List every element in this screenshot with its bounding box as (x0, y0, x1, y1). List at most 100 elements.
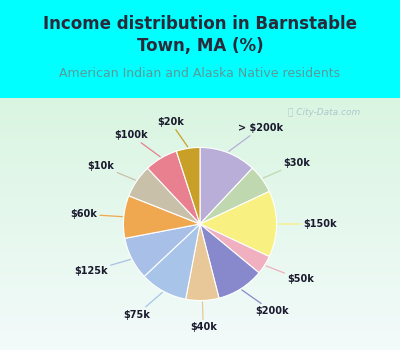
Bar (0, 285, 400, 287)
Bar (0, 226, 400, 229)
Bar (0, 297, 400, 300)
Bar (0, 315, 400, 317)
Bar (0, 292, 400, 295)
Wedge shape (124, 196, 200, 238)
Bar (0, 337, 400, 340)
Wedge shape (200, 147, 252, 224)
Bar (0, 302, 400, 304)
Bar (0, 262, 400, 264)
Bar (0, 133, 400, 136)
Bar (0, 186, 400, 189)
Bar (0, 304, 400, 307)
Bar (0, 247, 400, 249)
Text: ⓘ City-Data.com: ⓘ City-Data.com (288, 108, 360, 117)
Bar (0, 252, 400, 254)
Wedge shape (200, 191, 276, 257)
Bar (0, 138, 400, 141)
Bar (0, 128, 400, 131)
Bar (0, 211, 400, 214)
Bar (0, 327, 400, 330)
Bar (0, 141, 400, 144)
Bar (0, 259, 400, 262)
Bar (0, 108, 400, 111)
Bar (0, 106, 400, 108)
Bar (0, 267, 400, 270)
Bar (0, 289, 400, 292)
Bar (0, 224, 400, 226)
Bar (0, 234, 400, 237)
Bar (0, 345, 400, 348)
Bar (0, 156, 400, 159)
Bar (0, 199, 400, 201)
Text: $40k: $40k (190, 302, 217, 332)
Bar (0, 219, 400, 222)
Bar (0, 254, 400, 257)
Bar (0, 184, 400, 186)
Bar (0, 332, 400, 335)
Bar (0, 204, 400, 206)
Bar (0, 348, 400, 350)
Text: $150k: $150k (278, 219, 337, 229)
Bar (0, 159, 400, 161)
Wedge shape (200, 224, 259, 298)
Bar (0, 191, 400, 194)
Bar (0, 131, 400, 133)
Bar (0, 317, 400, 320)
Bar (0, 287, 400, 289)
Bar (0, 171, 400, 174)
Bar (0, 111, 400, 113)
Bar (0, 181, 400, 184)
Bar (0, 174, 400, 176)
Bar (0, 201, 400, 204)
Text: $20k: $20k (157, 117, 188, 147)
Bar (0, 272, 400, 274)
Bar (0, 222, 400, 224)
Text: Income distribution in Barnstable
Town, MA (%): Income distribution in Barnstable Town, … (43, 15, 357, 55)
Bar (0, 229, 400, 232)
Bar (0, 307, 400, 310)
Bar (0, 257, 400, 259)
Bar (0, 136, 400, 138)
Bar (0, 322, 400, 325)
Text: $30k: $30k (263, 158, 310, 178)
Wedge shape (144, 224, 200, 299)
Bar (0, 100, 400, 103)
Text: $75k: $75k (123, 293, 162, 320)
Wedge shape (186, 224, 219, 301)
Text: $60k: $60k (70, 209, 122, 219)
Bar (0, 103, 400, 106)
Text: $10k: $10k (88, 161, 136, 180)
Text: $50k: $50k (266, 266, 314, 285)
Bar (0, 320, 400, 322)
Bar (0, 274, 400, 277)
Bar (0, 98, 400, 100)
Bar (0, 169, 400, 171)
Bar (0, 153, 400, 156)
Wedge shape (200, 224, 269, 273)
Text: > $200k: > $200k (229, 123, 283, 152)
Wedge shape (200, 168, 269, 224)
Text: $100k: $100k (114, 130, 160, 157)
Bar (0, 116, 400, 118)
Bar (0, 196, 400, 199)
Bar (0, 249, 400, 252)
Bar (0, 325, 400, 327)
Bar (0, 121, 400, 123)
Bar (0, 118, 400, 121)
Bar (0, 282, 400, 285)
Bar (0, 194, 400, 196)
Text: $125k: $125k (74, 259, 130, 276)
Bar (0, 176, 400, 178)
Bar (0, 232, 400, 234)
Bar (0, 163, 400, 166)
Bar (0, 216, 400, 219)
Bar (0, 214, 400, 216)
Bar (0, 189, 400, 191)
Bar (0, 209, 400, 211)
Bar (0, 166, 400, 169)
Text: $200k: $200k (242, 290, 289, 316)
Bar (0, 241, 400, 244)
Bar (0, 295, 400, 297)
Bar (0, 113, 400, 116)
Wedge shape (176, 147, 200, 224)
